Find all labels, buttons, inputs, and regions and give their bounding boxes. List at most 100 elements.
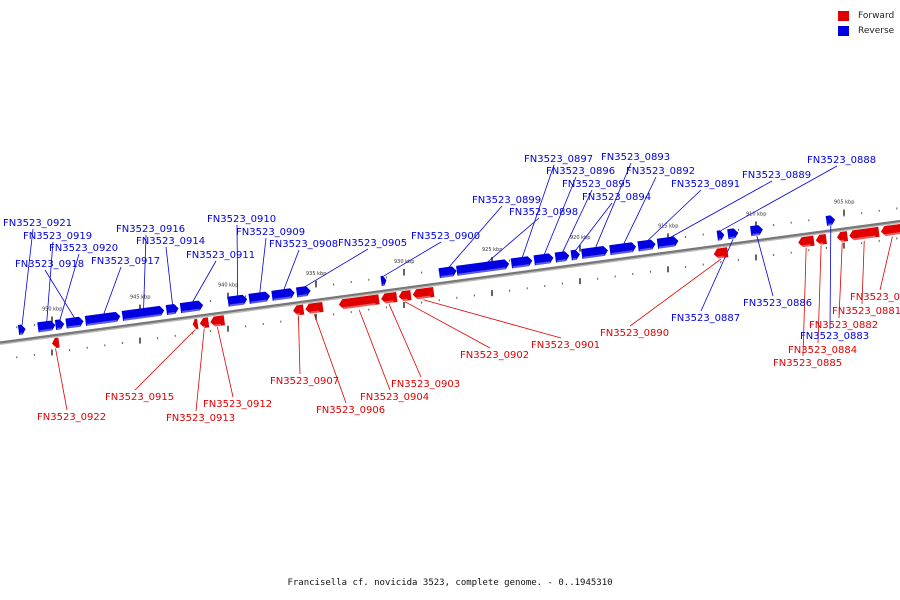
gene-FN3523_0897[interactable] <box>510 256 533 269</box>
gene-FN3523_0919[interactable] <box>37 320 56 333</box>
gene-label[interactable]: FN3523_0911 <box>186 250 255 261</box>
gene-arrow[interactable] <box>727 228 739 240</box>
gene-FN3523_0896[interactable] <box>533 253 555 266</box>
gene-label[interactable]: FN3523_0907 <box>270 376 339 387</box>
gene-label[interactable]: FN3523_0917 <box>91 256 160 267</box>
gene-FN3523_0893[interactable] <box>581 245 609 259</box>
gene-FN3523_0894[interactable] <box>570 249 581 261</box>
gene-label[interactable]: FN3523_0915 <box>105 392 174 403</box>
gene-arrow[interactable] <box>295 286 311 298</box>
gene-FN3523_0884[interactable] <box>815 233 827 246</box>
gene-arrow[interactable] <box>713 247 729 259</box>
gene-FN3523_0881[interactable] <box>849 226 880 241</box>
gene-label[interactable]: FN3523_0885 <box>773 358 842 369</box>
gene-label[interactable]: FN3523_0898 <box>509 207 578 218</box>
gene-arrow[interactable] <box>438 266 458 279</box>
gene-arrow[interactable] <box>380 291 398 304</box>
gene-arrow[interactable] <box>510 256 533 269</box>
gene-arrow[interactable] <box>121 305 165 321</box>
gene-FN3523_0915[interactable] <box>192 318 199 330</box>
gene-FN3523_0880[interactable] <box>880 223 900 237</box>
gene-label[interactable]: FN3523_0910 <box>207 214 276 225</box>
gene-arrow[interactable] <box>836 231 849 242</box>
gene-label[interactable]: FN3523_0916 <box>116 224 185 235</box>
gene-arrow[interactable] <box>338 294 380 310</box>
gene-arrow[interactable] <box>380 275 387 287</box>
gene-arrow[interactable] <box>570 249 581 261</box>
gene-arrow[interactable] <box>65 316 84 329</box>
gene-FN3523_0904[interactable] <box>338 294 380 310</box>
gene-label[interactable]: FN3523_0896 <box>546 166 615 177</box>
gene-label[interactable]: FN3523_0913 <box>166 413 235 424</box>
gene-FN3523_0891[interactable] <box>637 239 656 252</box>
gene-label[interactable]: FN3523_0899 <box>472 195 541 206</box>
gene-FN3523_0903[interactable] <box>380 291 398 304</box>
gene-FN3523_0907[interactable] <box>292 304 305 316</box>
gene-label[interactable]: FN3523_0895 <box>562 179 631 190</box>
gene-FN3523_0906[interactable] <box>305 301 324 315</box>
gene-arrow[interactable] <box>609 242 637 256</box>
gene-label[interactable]: FN3523_0900 <box>411 231 480 242</box>
gene-FN3523_0914[interactable] <box>165 303 180 315</box>
gene-FN3523_0911[interactable] <box>179 300 204 314</box>
gene-label[interactable]: FN3523_0891 <box>671 179 740 190</box>
gene-arrow[interactable] <box>815 233 827 245</box>
gene-arrow[interactable] <box>554 251 570 263</box>
gene-arrow[interactable] <box>412 286 435 300</box>
gene-label[interactable]: FN3523_0902 <box>460 350 529 361</box>
gene-arrow[interactable] <box>271 288 295 301</box>
gene-FN3523_0908[interactable] <box>271 288 295 301</box>
gene-FN3523_0920[interactable] <box>54 319 65 330</box>
gene-FN3523_0898[interactable] <box>456 259 510 276</box>
gene-FN3523_0921[interactable] <box>17 324 26 335</box>
gene-arrow[interactable] <box>825 215 836 226</box>
gene-label[interactable]: FN3523_0887 <box>671 313 740 324</box>
gene-arrow[interactable] <box>398 290 412 302</box>
gene-label[interactable]: FN3523_0918 <box>15 259 84 270</box>
gene-arrow[interactable] <box>199 317 210 328</box>
gene-FN3523_0901[interactable] <box>412 286 435 300</box>
gene-arrow[interactable] <box>84 311 121 326</box>
gene-FN3523_0909[interactable] <box>248 291 271 304</box>
gene-arrow[interactable] <box>227 294 248 307</box>
gene-arrow[interactable] <box>880 223 900 237</box>
gene-FN3523_0910[interactable] <box>227 294 248 307</box>
gene-FN3523_0916[interactable] <box>121 305 165 321</box>
gene-arrow[interactable] <box>54 319 65 330</box>
gene-label[interactable]: FN3523_0908 <box>269 239 338 250</box>
gene-label[interactable]: FN3523_0890 <box>600 328 669 339</box>
gene-arrow[interactable] <box>248 291 271 304</box>
gene-FN3523_0905[interactable] <box>295 286 311 298</box>
gene-label[interactable]: FN3523_0920 <box>49 243 118 254</box>
gene-label[interactable]: FN3523_0906 <box>316 405 385 416</box>
gene-label[interactable]: FN3523_0892 <box>626 166 695 177</box>
gene-arrow[interactable] <box>849 226 880 241</box>
gene-label[interactable]: FN3523_0905 <box>338 238 407 249</box>
gene-arrow[interactable] <box>165 303 180 315</box>
gene-arrow[interactable] <box>210 315 226 327</box>
gene-arrow[interactable] <box>17 324 26 335</box>
gene-FN3523_0902[interactable] <box>398 290 412 302</box>
gene-FN3523_0922[interactable] <box>51 337 60 349</box>
gene-FN3523_0913[interactable] <box>199 317 210 329</box>
gene-FN3523_0882[interactable] <box>836 231 849 243</box>
gene-arrow[interactable] <box>456 259 510 276</box>
gene-label[interactable]: FN3523_0888 <box>807 155 876 166</box>
gene-label[interactable]: FN3523_0883 <box>800 331 869 342</box>
gene-FN3523_0890[interactable] <box>713 247 729 259</box>
gene-FN3523_0885[interactable] <box>798 235 815 248</box>
gene-FN3523_0895[interactable] <box>554 251 570 263</box>
gene-FN3523_0889[interactable] <box>656 236 679 249</box>
gene-FN3523_0892[interactable] <box>609 242 637 256</box>
gene-label[interactable]: FN3523_0914 <box>136 236 205 247</box>
gene-arrow[interactable] <box>637 239 656 252</box>
gene-label[interactable]: FN3523_0884 <box>788 345 857 356</box>
gene-arrow[interactable] <box>292 304 305 316</box>
gene-FN3523_0918[interactable] <box>65 316 84 329</box>
gene-label[interactable]: FN3523_0894 <box>582 192 651 203</box>
gene-arrow[interactable] <box>305 301 324 314</box>
gene-arrow[interactable] <box>716 230 725 241</box>
gene-FN3523_0912[interactable] <box>210 315 226 327</box>
gene-label[interactable]: FN3523_0880 <box>850 292 900 303</box>
gene-label[interactable]: FN3523_0882 <box>809 320 878 331</box>
